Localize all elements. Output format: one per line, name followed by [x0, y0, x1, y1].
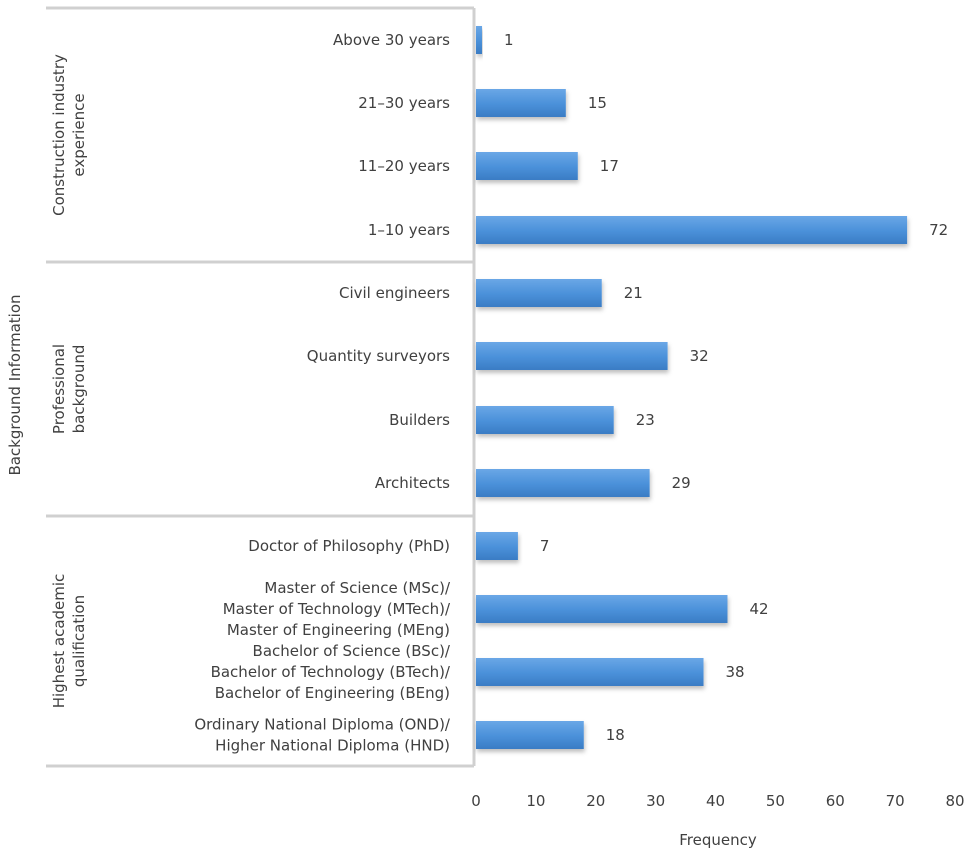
bar [476, 152, 578, 180]
category-label: 1–10 years [368, 221, 450, 239]
labels-layer: 1 Above 30 years 15 21–30 years 17 11–20 year… [50, 31, 948, 755]
x-axis-ticks: 0 10 20 30 40 50 60 70 80 [471, 792, 964, 810]
group-label: qualification [70, 595, 88, 687]
value-label: 17 [600, 157, 619, 175]
x-tick-label: 50 [766, 792, 785, 810]
x-tick-label: 20 [586, 792, 605, 810]
bar [476, 216, 908, 244]
group-label: Construction industry [50, 54, 68, 216]
bar [476, 721, 584, 749]
x-axis-title: Frequency [679, 831, 757, 849]
bar [476, 279, 602, 307]
value-label: 42 [749, 600, 768, 618]
bar [476, 406, 614, 434]
value-label: 29 [672, 474, 691, 492]
x-tick-label: 80 [945, 792, 964, 810]
group-label: experience [70, 93, 88, 176]
x-tick-label: 30 [646, 792, 665, 810]
value-label: 32 [690, 347, 709, 365]
category-label: Bachelor of Technology (BTech)/ [211, 663, 451, 681]
value-label: 15 [588, 94, 607, 112]
group-label: Professional [50, 344, 68, 434]
value-label: 1 [504, 31, 514, 49]
x-tick-label: 60 [826, 792, 845, 810]
x-tick-label: 70 [886, 792, 905, 810]
category-label: Higher National Diploma (HND) [215, 737, 450, 755]
value-label: 7 [540, 537, 550, 555]
x-tick-label: 40 [706, 792, 725, 810]
x-tick-label: 0 [471, 792, 481, 810]
bar [476, 89, 566, 117]
bars-layer [476, 26, 908, 749]
category-label: Quantity surveyors [307, 347, 450, 365]
value-label: 72 [929, 221, 948, 239]
value-label: 18 [606, 726, 625, 744]
value-label: 21 [624, 284, 643, 302]
category-label: Master of Engineering (MEng) [227, 621, 450, 639]
category-label: Bachelor of Engineering (BEng) [215, 684, 450, 702]
x-tick-label: 10 [526, 792, 545, 810]
category-label: Master of Technology (MTech)/ [223, 600, 451, 618]
category-label: Civil engineers [339, 284, 450, 302]
bar [476, 595, 728, 623]
bar [476, 26, 482, 54]
bar [476, 342, 668, 370]
bar [476, 532, 518, 560]
category-label: 11–20 years [358, 157, 450, 175]
bar [476, 469, 650, 497]
value-label: 23 [636, 411, 655, 429]
category-label: Architects [375, 474, 450, 492]
group-label: background [70, 345, 88, 434]
category-label: 21–30 years [358, 94, 450, 112]
category-label: Master of Science (MSc)/ [264, 579, 451, 597]
category-label: Bachelor of Science (BSc)/ [253, 642, 451, 660]
category-label: Doctor of Philosophy (PhD) [248, 537, 450, 555]
category-label: Ordinary National Diploma (OND)/ [194, 716, 451, 734]
y-axis-title: Background Information [6, 294, 24, 475]
group-label: Highest academic [50, 574, 68, 709]
category-label: Above 30 years [333, 31, 450, 49]
category-label: Builders [389, 411, 450, 429]
category-frame [46, 6, 476, 768]
value-label: 38 [726, 663, 745, 681]
bar [476, 658, 704, 686]
